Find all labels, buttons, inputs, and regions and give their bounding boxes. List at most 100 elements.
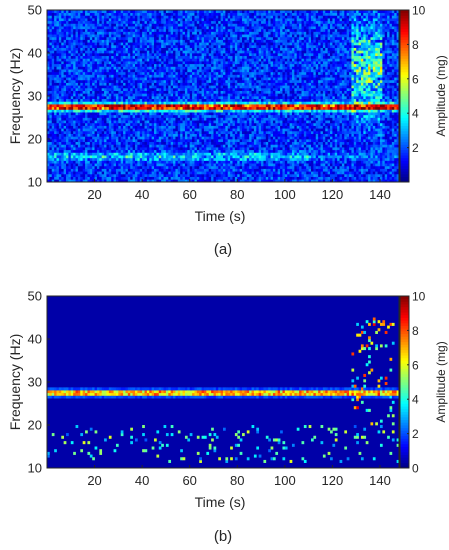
heatmap-cell	[225, 109, 229, 113]
heatmap-cell	[144, 31, 148, 35]
heatmap-cell	[192, 66, 195, 70]
heatmap-cell	[108, 42, 112, 46]
heatmap-cell	[173, 168, 176, 172]
heatmap-cell	[196, 147, 200, 151]
heatmap-cell	[173, 122, 176, 126]
heatmap-cell	[80, 152, 84, 156]
heatmap-cell	[206, 96, 210, 100]
heatmap-cell	[125, 128, 129, 132]
heatmap-cell	[211, 10, 214, 14]
heatmap-cell	[56, 163, 60, 167]
heatmap-cell	[165, 144, 169, 148]
heatmap-cell	[54, 31, 57, 35]
heatmap-cell	[47, 10, 50, 14]
heatmap-cell	[123, 55, 126, 59]
heatmap-cell	[137, 12, 141, 16]
heatmap-cell	[206, 20, 210, 24]
heatmap-cell	[106, 120, 110, 124]
heatmap-cell	[87, 163, 91, 167]
heatmap-cell	[196, 141, 200, 145]
heatmap-cell	[113, 125, 117, 129]
heatmap-cell	[165, 176, 169, 180]
heatmap-cell	[63, 85, 67, 89]
heatmap-cell	[130, 163, 133, 167]
heatmap-cell	[227, 125, 231, 129]
heatmap-cell	[51, 39, 55, 43]
heatmap-cell	[61, 141, 64, 145]
heatmap-cell	[49, 144, 53, 148]
heatmap-cell	[118, 69, 122, 73]
heatmap-cell	[151, 120, 155, 124]
heatmap-cell	[149, 128, 152, 132]
heatmap-cell	[77, 87, 81, 91]
heatmap-cell	[111, 176, 114, 180]
heatmap-cell	[127, 128, 131, 132]
heatmap-cell	[154, 58, 157, 62]
heatmap-cell	[137, 109, 141, 113]
heatmap-cell	[225, 139, 229, 143]
heatmap-cell	[208, 74, 212, 78]
heatmap-cell	[211, 168, 214, 172]
heatmap-cell	[208, 39, 212, 43]
heatmap-cell	[180, 61, 183, 65]
heatmap-cell	[154, 63, 157, 67]
heatmap-cell	[96, 55, 100, 59]
heatmap-cell	[75, 163, 79, 167]
heatmap-cell	[104, 42, 107, 46]
heatmap-cell	[118, 179, 122, 183]
heatmap-cell	[56, 63, 60, 67]
heatmap-cell	[182, 141, 186, 145]
heatmap-cell	[192, 42, 195, 46]
heatmap-cell	[215, 152, 219, 156]
heatmap-cell	[194, 20, 198, 24]
heatmap-cell	[196, 130, 200, 134]
heatmap-cell	[99, 163, 103, 167]
heatmap-cell	[189, 120, 193, 124]
heatmap-cell	[80, 165, 84, 169]
heatmap-cell	[230, 55, 233, 59]
heatmap-cell	[175, 93, 179, 97]
heatmap-cell	[63, 42, 67, 46]
heatmap-cell	[127, 179, 131, 183]
heatmap-cell	[163, 71, 167, 75]
heatmap-cell	[120, 133, 124, 137]
heatmap-cell	[142, 125, 145, 129]
heatmap-cell	[189, 90, 193, 94]
heatmap-cell	[194, 61, 198, 65]
heatmap-cell	[220, 28, 224, 32]
heatmap-cell	[127, 12, 131, 16]
heatmap-cell	[220, 176, 224, 180]
heatmap-cell	[63, 106, 67, 110]
heatmap-cell	[51, 15, 55, 19]
heatmap-cell	[149, 155, 152, 159]
heatmap-cell	[223, 149, 226, 153]
heatmap-cell	[92, 82, 95, 86]
heatmap-cell	[201, 171, 205, 175]
heatmap-cell	[61, 163, 64, 167]
heatmap-cell	[125, 53, 129, 57]
heatmap-cell	[123, 128, 126, 132]
heatmap-cell	[215, 12, 219, 16]
heatmap-cell	[213, 125, 217, 129]
heatmap-cell	[89, 171, 93, 175]
heatmap-cell	[82, 101, 86, 105]
heatmap-cell	[108, 23, 112, 27]
heatmap-cell	[161, 93, 164, 97]
heatmap-cell	[184, 120, 188, 124]
heatmap-cell	[201, 155, 205, 159]
heatmap-cell	[58, 149, 62, 153]
heatmap-cell	[175, 144, 179, 148]
heatmap-cell	[130, 168, 133, 172]
heatmap-cell	[58, 157, 62, 161]
heatmap-cell	[56, 58, 60, 62]
heatmap-cell	[144, 71, 148, 75]
heatmap-cell	[182, 74, 186, 78]
heatmap-cell	[149, 42, 152, 46]
heatmap-cell	[163, 44, 167, 48]
heatmap-cell	[144, 165, 148, 169]
heatmap-cell	[213, 47, 217, 51]
heatmap-cell	[196, 58, 200, 62]
heatmap-cell	[104, 23, 107, 27]
heatmap-cell	[165, 53, 169, 57]
heatmap-cell	[182, 165, 186, 169]
